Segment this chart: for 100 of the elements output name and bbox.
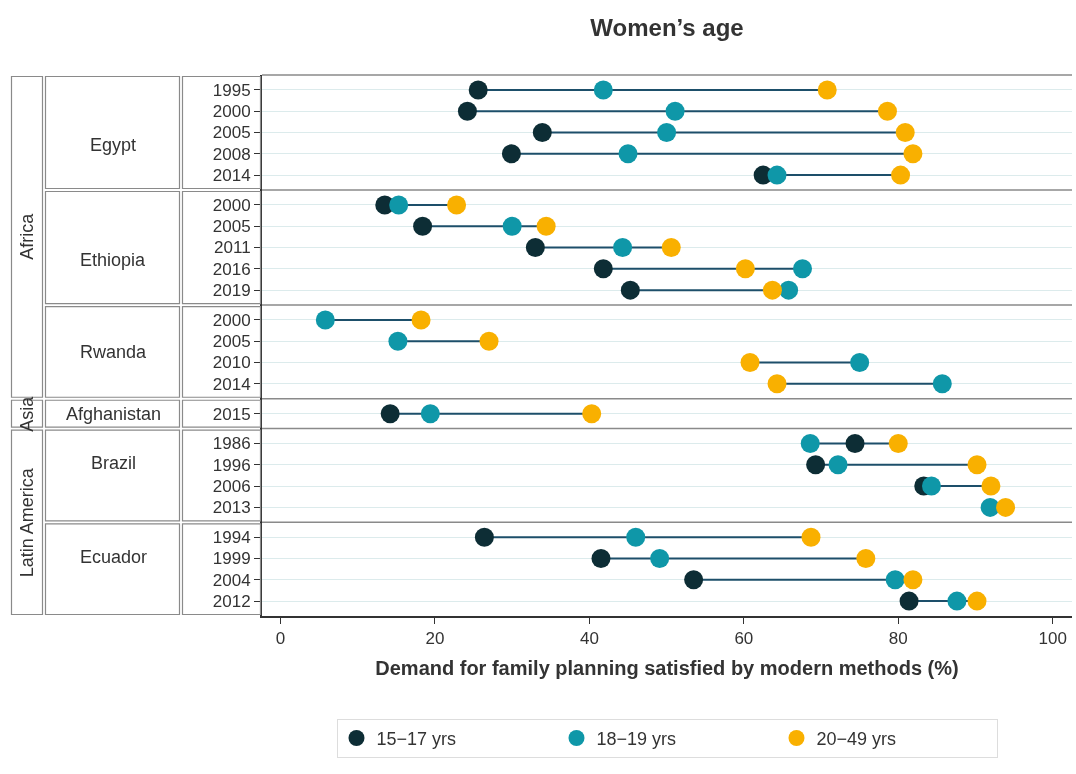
point (850, 353, 870, 373)
text: Africa (17, 212, 38, 260)
point (903, 144, 923, 164)
point (740, 353, 760, 373)
y-tick-label: 2005 (212, 123, 251, 143)
y-tick-label: 1995 (212, 80, 251, 100)
y-axis-title: Afghanistan (66, 404, 162, 424)
x-tick-label: 0 (275, 629, 286, 649)
point (828, 455, 848, 475)
point (650, 548, 670, 568)
point (806, 455, 826, 475)
text: Asia (17, 395, 38, 432)
y-tick-label: 2004 (212, 570, 251, 590)
point (895, 123, 915, 142)
point (525, 238, 545, 258)
point (593, 80, 613, 100)
x-tick-label: 40 (579, 629, 599, 649)
point (793, 259, 813, 279)
point (779, 280, 799, 300)
point (888, 433, 908, 453)
y-tick-label: 2006 (212, 477, 251, 497)
y-axis-title: Egypt (90, 135, 137, 155)
y-tick-label: 2005 (212, 217, 251, 237)
point (885, 570, 905, 590)
point (921, 476, 941, 496)
point (665, 101, 685, 121)
y-tick-label: 2019 (212, 281, 251, 301)
y-axis-title: Brazil (91, 453, 137, 473)
point (411, 310, 431, 330)
point (967, 591, 987, 611)
y-tick-label: 2000 (212, 102, 251, 122)
point (801, 527, 821, 547)
point (479, 331, 499, 351)
y-tick-label: 2015 (212, 404, 251, 424)
point (684, 570, 704, 590)
point (996, 497, 1016, 517)
point (389, 195, 409, 215)
legend-label: 20−49 yrs (816, 729, 897, 750)
point (767, 374, 787, 394)
point (817, 80, 837, 100)
point (502, 216, 522, 236)
point (899, 591, 919, 611)
y-axis-title: Rwanda (80, 342, 148, 362)
point (315, 310, 335, 330)
point (457, 101, 477, 121)
point (762, 280, 782, 300)
y-tick-label: 1999 (212, 549, 251, 569)
point (967, 455, 987, 475)
point (388, 331, 408, 351)
chart-title: Women’s age (590, 14, 744, 42)
y-tick-label: 2008 (212, 144, 251, 164)
point (891, 165, 911, 185)
point (532, 123, 552, 142)
point (591, 548, 611, 568)
point (981, 476, 1001, 496)
x-tick-label: 100 (1038, 629, 1067, 649)
y-tick-label: 2014 (212, 374, 251, 394)
y-tick-label: 2005 (212, 332, 251, 352)
y-tick-label: 2000 (212, 310, 251, 330)
x-tick-label: 60 (734, 629, 754, 649)
point (657, 123, 677, 142)
text: Latin America (16, 467, 37, 578)
point (903, 570, 923, 590)
y-tick-label: 2011 (214, 238, 251, 258)
point (468, 80, 488, 100)
point (800, 433, 820, 453)
y-axis-title: Ethiopia (80, 250, 147, 270)
x-tick-label: 20 (425, 629, 445, 649)
point (735, 259, 755, 279)
point (536, 216, 556, 236)
point (613, 238, 633, 258)
y-tick-label: 2000 (212, 195, 251, 215)
point (932, 374, 952, 394)
point (620, 280, 640, 300)
y-tick-label: 2010 (212, 353, 251, 373)
point (474, 527, 494, 547)
point (618, 144, 638, 164)
point (845, 433, 865, 453)
y-tick-label: 2013 (212, 498, 251, 518)
legend-label: 15−17 yrs (376, 729, 457, 750)
y-axis-title: Ecuador (80, 547, 148, 567)
y-tick-label: 2016 (212, 259, 251, 279)
y-tick-label: 1996 (212, 455, 251, 475)
y-tick-label: 2014 (212, 166, 251, 186)
point (626, 527, 646, 547)
point (767, 165, 787, 185)
point (947, 591, 967, 611)
x-tick-label: 80 (888, 629, 908, 649)
point (856, 548, 876, 568)
y-tick-label: 2012 (212, 592, 251, 612)
point (593, 259, 613, 279)
point (877, 101, 897, 121)
y-tick-label: 1994 (212, 528, 251, 548)
point (661, 238, 681, 258)
legend-label: 18−19 yrs (596, 729, 677, 750)
x-axis-title: Demand for family planning satisfied by modern methods (%) (375, 657, 959, 680)
y-tick-label: 1986 (212, 434, 251, 454)
point (413, 216, 433, 236)
point (501, 144, 521, 164)
point (447, 195, 467, 215)
